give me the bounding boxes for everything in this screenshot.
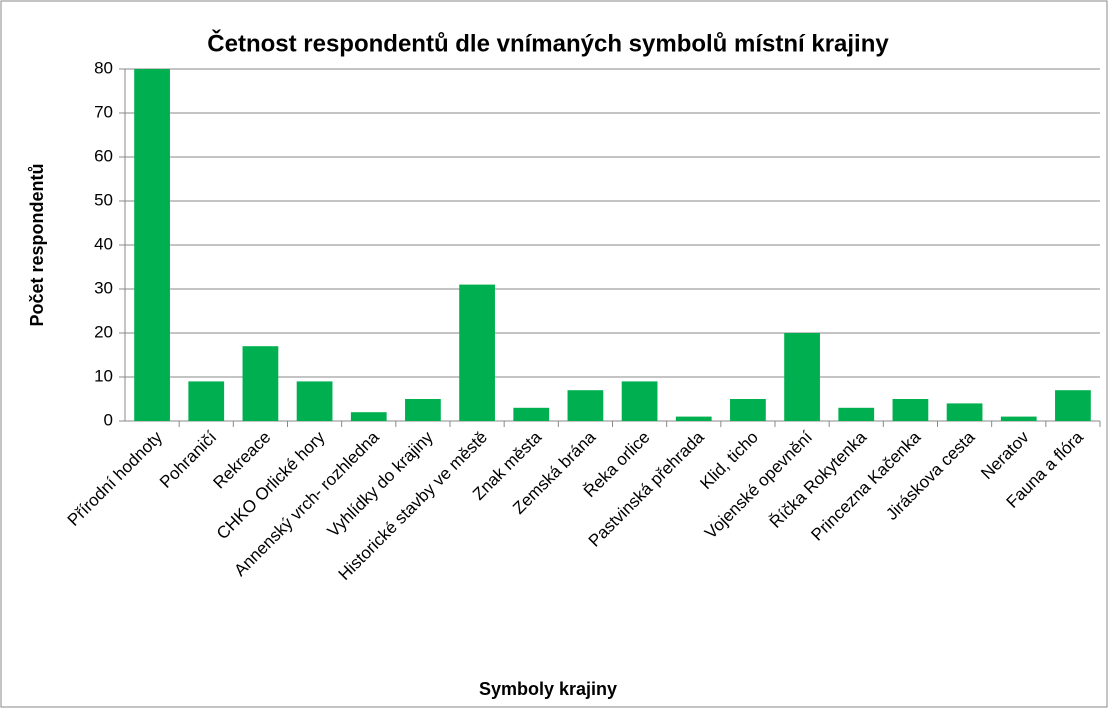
bar bbox=[946, 403, 983, 421]
y-tick-label: 50 bbox=[94, 190, 113, 209]
bar bbox=[1000, 416, 1037, 421]
chart-title: Četnost respondentů dle vnímaných symbol… bbox=[207, 29, 889, 57]
y-tick-label: 10 bbox=[94, 366, 113, 385]
bar bbox=[296, 381, 333, 421]
bar bbox=[675, 416, 712, 421]
y-axis-title: Počet respondentů bbox=[27, 163, 47, 326]
bar bbox=[134, 69, 170, 421]
bar bbox=[1055, 390, 1091, 421]
y-tick-label: 0 bbox=[104, 410, 113, 429]
bar bbox=[567, 390, 604, 421]
y-tick-label: 60 bbox=[94, 146, 113, 165]
bar bbox=[784, 333, 820, 421]
bar bbox=[513, 407, 550, 421]
bar bbox=[730, 399, 766, 421]
bar bbox=[242, 346, 279, 421]
bar bbox=[838, 407, 875, 421]
y-tick-label: 80 bbox=[94, 58, 113, 77]
y-tick-label: 30 bbox=[94, 278, 113, 297]
y-tick-label: 20 bbox=[94, 322, 113, 341]
bar bbox=[405, 399, 441, 421]
bar bbox=[350, 412, 387, 421]
bar bbox=[892, 399, 929, 421]
bar bbox=[459, 284, 495, 421]
x-axis-title: Symboly krajiny bbox=[479, 679, 617, 699]
y-tick-label: 40 bbox=[94, 234, 113, 253]
bar bbox=[188, 381, 225, 421]
bar bbox=[621, 381, 658, 421]
y-tick-label: 70 bbox=[94, 102, 113, 121]
